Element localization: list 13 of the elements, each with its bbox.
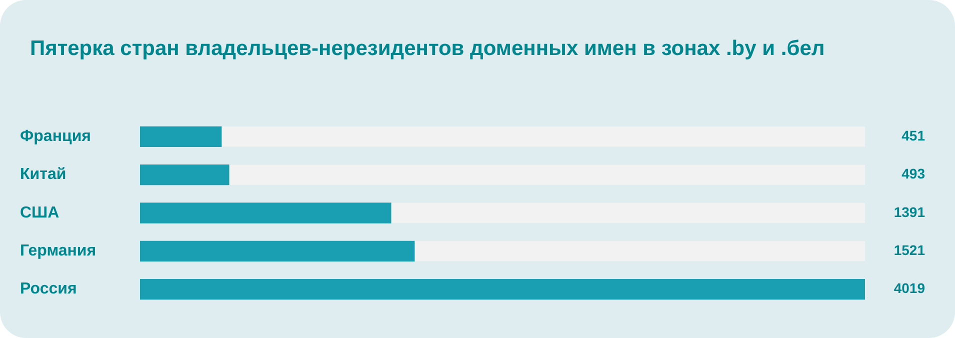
y-tick-label: Франция: [20, 128, 91, 146]
data-label: 1391: [894, 204, 926, 220]
y-tick-label: Германия: [20, 242, 96, 260]
bar: [140, 126, 222, 148]
y-tick-label: США: [20, 204, 60, 222]
data-label: 451: [902, 128, 926, 144]
y-tick-label: Россия: [20, 280, 77, 298]
data-label: 4019: [894, 280, 926, 296]
data-label: 493: [902, 166, 926, 182]
bar: [140, 164, 230, 186]
chart-title: Пятерка стран владельцев-нерезидентов доменных имен в зонах .by и .бел: [30, 36, 826, 62]
data-label: 1521: [894, 242, 926, 258]
y-tick-label: Китай: [20, 166, 66, 184]
